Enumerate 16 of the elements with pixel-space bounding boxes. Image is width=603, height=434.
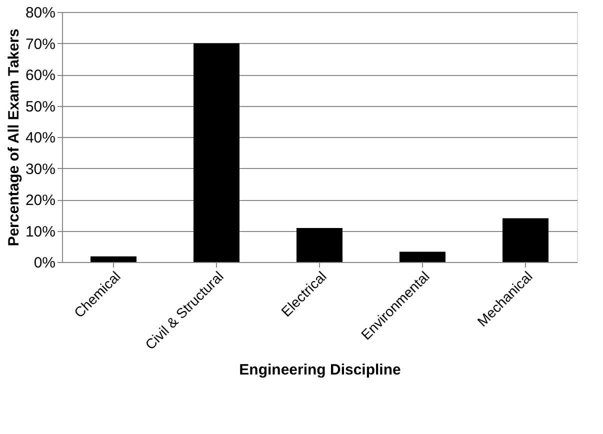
y-tick-label: 0% bbox=[34, 254, 56, 272]
bar bbox=[194, 43, 240, 262]
x-axis-title: Engineering Discipline bbox=[239, 362, 401, 379]
y-tick-label: 50% bbox=[25, 98, 56, 116]
bar bbox=[502, 218, 548, 262]
y-axis-title: Percentage of All Exam Takers bbox=[5, 28, 22, 246]
y-tick-label: 30% bbox=[25, 160, 56, 178]
y-tick-label: 20% bbox=[25, 192, 56, 209]
bar bbox=[296, 228, 342, 262]
y-tick-label: 10% bbox=[25, 223, 56, 240]
bar bbox=[400, 252, 446, 262]
y-tick-label: 40% bbox=[25, 130, 56, 146]
y-tick-label: 60% bbox=[25, 67, 56, 84]
bar bbox=[90, 256, 136, 262]
y-tick-label: 80% bbox=[25, 4, 56, 22]
y-tick-label: 70% bbox=[25, 36, 56, 53]
